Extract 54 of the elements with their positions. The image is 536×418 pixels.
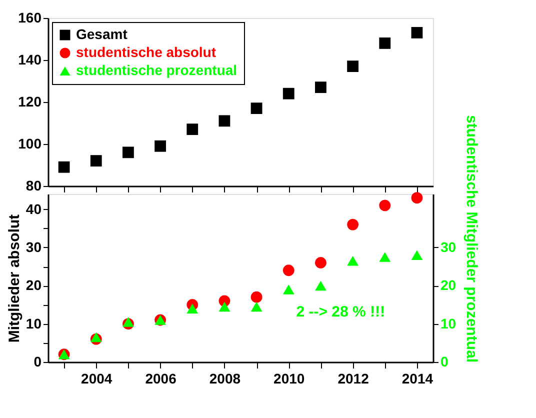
y-tick-label: 30	[26, 238, 42, 255]
point	[218, 302, 230, 312]
y2-tick-label: 30	[440, 238, 456, 255]
legend-label: studentische absolut	[76, 44, 216, 60]
y2-tick-label: 10	[440, 315, 456, 332]
point	[282, 284, 294, 294]
y-tick-label: 80	[26, 178, 42, 194]
y-tick-label: 0	[34, 354, 42, 370]
x-tick-label: 2008	[209, 370, 241, 386]
point	[411, 250, 423, 260]
point	[218, 115, 230, 127]
point	[282, 264, 294, 276]
x-tick-label: 2014	[402, 370, 434, 386]
y-tick-label: 140	[18, 52, 42, 68]
y2-tick-label: 0	[440, 354, 448, 370]
point	[411, 27, 423, 38]
point	[122, 146, 134, 158]
point	[90, 332, 102, 342]
y-tick-label: 120	[18, 94, 42, 110]
legend-label: Gesamt	[76, 26, 128, 42]
x-tick-label: 2010	[274, 370, 305, 386]
y-tick-label: 100	[18, 136, 42, 152]
y2-axis-title: studentische Mitglieder prozentual	[463, 114, 480, 362]
x-tick-label: 2006	[145, 370, 177, 386]
point	[315, 257, 326, 268]
point	[186, 304, 198, 314]
point	[186, 124, 198, 135]
x-tick-label: 2004	[81, 370, 112, 386]
y-tick-label: 40	[26, 200, 42, 217]
annotation: 2 --> 28 % !!!	[296, 304, 385, 321]
y2-tick-label: 20	[440, 277, 456, 294]
y-tick-label: 10	[26, 315, 42, 332]
point	[250, 291, 262, 303]
point	[347, 218, 358, 230]
point	[154, 140, 166, 152]
point	[347, 60, 358, 72]
point	[315, 82, 326, 93]
point	[411, 192, 423, 204]
point	[58, 161, 70, 173]
point	[250, 302, 262, 312]
y-axis-title: Mitglieder absolut	[6, 214, 23, 343]
point	[379, 252, 391, 262]
x-tick-label: 2012	[338, 370, 370, 386]
y-tick-label: 20	[26, 277, 42, 294]
point	[282, 88, 294, 100]
point	[122, 316, 134, 327]
point	[315, 280, 326, 291]
point	[250, 102, 262, 114]
point	[90, 155, 102, 166]
y-tick-label: 160	[18, 10, 42, 26]
point	[347, 256, 358, 266]
point	[379, 38, 391, 49]
point	[379, 200, 391, 212]
legend-label: studentische prozentual	[76, 62, 238, 78]
